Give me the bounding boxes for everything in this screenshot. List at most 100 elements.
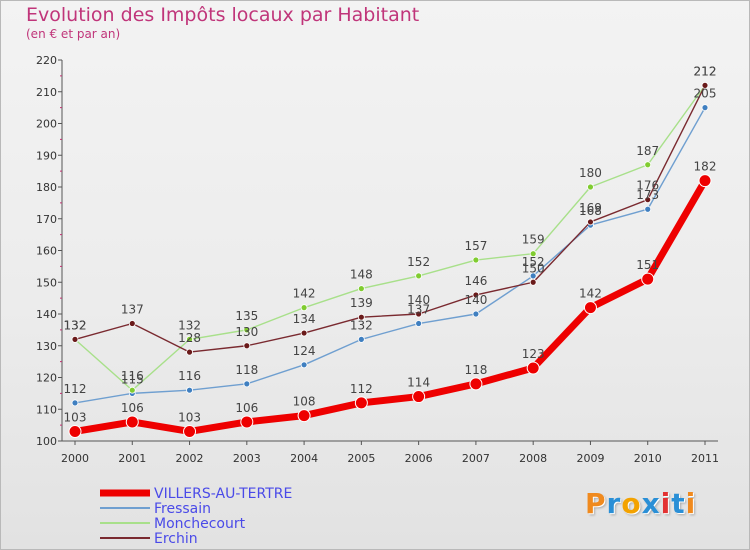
data-label-monchecourt: 159 [522, 233, 545, 247]
point-fressain [644, 205, 652, 213]
point-erchin [128, 320, 136, 327]
point-erchin [186, 348, 193, 356]
point-erchin [415, 310, 423, 318]
x-tick-label: 2003 [233, 452, 261, 465]
data-label-fressain: 205 [694, 87, 717, 101]
point-fressain [186, 386, 193, 394]
point-villers-au-tertre [583, 301, 597, 315]
data-label-monchecourt: 132 [64, 318, 87, 332]
data-label-erchin: 132 [64, 318, 87, 332]
x-tick-label: 2002 [176, 452, 204, 465]
point-monchecourt [243, 326, 251, 334]
proxiti-logo: Proxiti [585, 487, 696, 520]
y-tick-label: 200 [36, 118, 57, 131]
series-line-monchecourt [74, 84, 706, 391]
point-villers-au-tertre [469, 377, 483, 391]
y-tick-label: 110 [36, 403, 57, 416]
point-villers-au-tertre [641, 272, 655, 286]
data-label-erchin: 169 [579, 201, 602, 215]
data-label-villers-au-tertre: 106 [121, 401, 144, 415]
legend: VILLERS-AU-TERTREFressainMonchecourtErch… [100, 486, 292, 547]
data-label-erchin: 128 [178, 331, 201, 345]
point-villers-au-tertre [125, 415, 139, 429]
logo-letter: x [641, 487, 661, 520]
point-monchecourt [529, 250, 537, 258]
x-tick-label: 2006 [405, 452, 433, 465]
data-label-villers-au-tertre: 182 [694, 160, 717, 174]
point-monchecourt [415, 272, 423, 280]
point-fressain [472, 310, 480, 318]
data-label-villers-au-tertre: 106 [235, 401, 258, 415]
point-villers-au-tertre [297, 409, 311, 423]
data-label-fressain: 118 [235, 363, 258, 377]
data-label-villers-au-tertre: 103 [178, 410, 201, 424]
y-tick-label: 100 [36, 435, 57, 448]
point-monchecourt [300, 304, 308, 312]
data-label-villers-au-tertre: 151 [636, 258, 659, 272]
legend-label: Fressain [154, 501, 211, 517]
y-tick-label: 130 [36, 340, 57, 353]
data-label-villers-au-tertre: 114 [407, 376, 430, 390]
data-label-fressain: 140 [464, 293, 487, 307]
point-villers-au-tertre [183, 424, 197, 438]
legend-label: VILLERS-AU-TERTRE [154, 486, 292, 502]
point-erchin [357, 313, 365, 321]
chart-title: Evolution des Impôts locaux par Habitant [26, 4, 420, 26]
point-fressain [357, 335, 365, 343]
data-label-fressain: 116 [178, 369, 201, 383]
legend-label: Erchin [154, 531, 198, 547]
point-monchecourt [357, 285, 365, 293]
data-label-monchecourt: 180 [579, 166, 602, 180]
data-label-villers-au-tertre: 118 [464, 363, 487, 377]
y-tick-label: 160 [36, 245, 57, 258]
point-erchin [587, 218, 594, 226]
x-tick-label: 2009 [576, 452, 604, 465]
data-label-monchecourt: 187 [636, 144, 659, 158]
x-tick-label: 2008 [519, 452, 547, 465]
y-tick-label: 140 [36, 308, 57, 321]
series-line-erchin [74, 84, 706, 353]
y-tick-label: 190 [36, 149, 57, 162]
series-line-villers-au-tertre [71, 177, 709, 435]
data-label-monchecourt: 116 [121, 369, 144, 383]
data-label-erchin: 139 [350, 296, 373, 310]
data-label-fressain: 152 [522, 255, 545, 269]
logo-letter: i [660, 487, 672, 520]
data-label-fressain: 168 [579, 204, 602, 218]
data-label-villers-au-tertre: 142 [579, 287, 602, 301]
point-monchecourt [128, 386, 136, 394]
legend-label: Monchecourt [154, 516, 246, 532]
data-label-monchecourt: 135 [235, 309, 258, 323]
x-tick-label: 2011 [691, 452, 719, 465]
data-label-monchecourt: 132 [178, 318, 201, 332]
point-monchecourt [472, 256, 480, 264]
series-lines [68, 82, 712, 438]
logo-letter: i [685, 487, 697, 520]
x-tick-label: 2001 [118, 452, 146, 465]
point-fressain [71, 399, 79, 407]
data-label-fressain: 132 [350, 318, 373, 332]
logo-letter: r [606, 487, 622, 520]
logo-letter: o [621, 487, 642, 520]
point-erchin [300, 329, 308, 337]
data-label-monchecourt: 212 [694, 64, 717, 78]
point-fressain [300, 361, 308, 369]
point-fressain [243, 380, 251, 388]
data-label-monchecourt: 152 [407, 255, 430, 269]
data-label-fressain: 115 [121, 372, 144, 386]
point-monchecourt [644, 161, 652, 169]
data-label-erchin: 176 [636, 179, 659, 193]
data-label-monchecourt: 142 [293, 287, 316, 301]
x-tick-label: 2010 [634, 452, 662, 465]
point-villers-au-tertre [698, 174, 712, 188]
logo-letter: t [671, 487, 686, 520]
data-label-monchecourt: 148 [350, 268, 373, 282]
point-erchin [529, 278, 537, 286]
x-tick-label: 2005 [347, 452, 375, 465]
point-erchin [71, 335, 79, 343]
data-label-fressain: 137 [407, 303, 430, 317]
point-monchecourt [587, 183, 594, 191]
y-tick-label: 170 [36, 213, 57, 226]
